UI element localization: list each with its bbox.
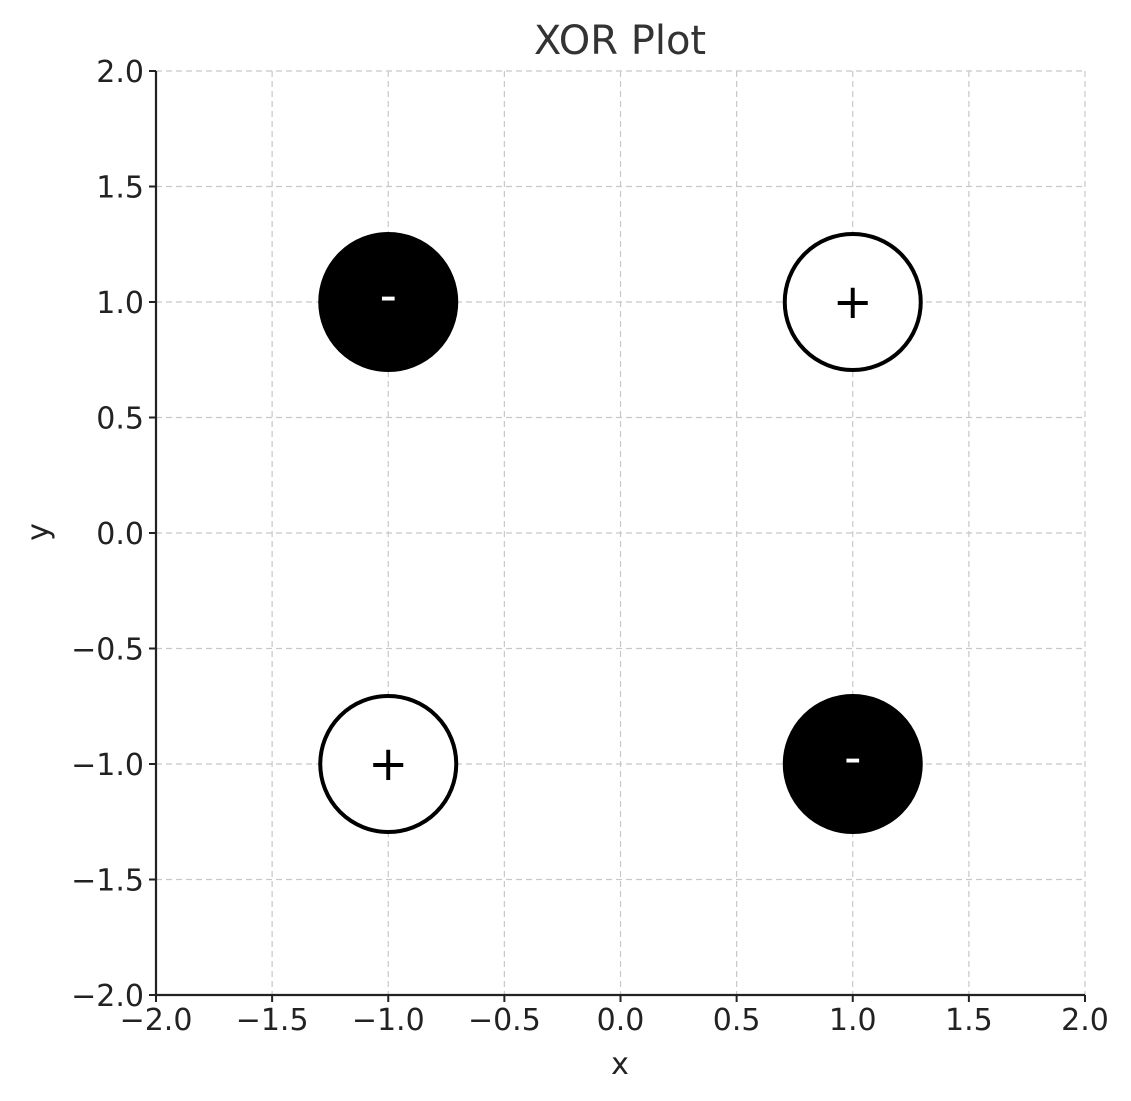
chart-title: XOR Plot — [534, 18, 706, 64]
negative-point — [782, 694, 923, 834]
x-tick-label: 1.0 — [829, 1003, 877, 1038]
x-tick-label: −0.5 — [468, 1003, 541, 1038]
x-tick-label: −1.0 — [352, 1003, 425, 1038]
x-axis-label: x — [611, 1047, 629, 1082]
point-label: - — [844, 730, 861, 786]
points: - + + - — [318, 232, 923, 834]
y-axis-label: y — [21, 523, 56, 541]
negative-point — [318, 232, 459, 372]
y-tick-label: 1.5 — [96, 171, 144, 206]
x-tick-label: 0.0 — [597, 1003, 645, 1038]
y-tick-label: 2.0 — [96, 55, 144, 90]
grid — [155, 70, 1086, 996]
ticks: −2.0 −1.5 −1.0 −0.5 0.0 0.5 1.0 1.5 2.0 2.0 1.5 1.0… — [71, 55, 1109, 1038]
y-tick-label: −1.5 — [71, 864, 144, 899]
point-label: + — [833, 274, 873, 330]
y-tick-label: −1.0 — [71, 748, 144, 783]
point-label: + — [368, 736, 408, 792]
x-tick-label: 1.5 — [945, 1003, 993, 1038]
y-tick-label: 1.0 — [96, 286, 144, 321]
y-tick-label: 0.0 — [96, 517, 144, 552]
y-tick-label: −2.0 — [71, 979, 144, 1014]
positive-point — [782, 232, 923, 372]
y-tick-label: −0.5 — [71, 633, 144, 668]
x-tick-label: −1.5 — [236, 1003, 309, 1038]
positive-point — [318, 694, 459, 834]
x-tick-label: 2.0 — [1061, 1003, 1109, 1038]
x-tick-label: −2.0 — [120, 1003, 193, 1038]
y-tick-label: 0.5 — [96, 402, 144, 437]
x-tick-label: 0.5 — [713, 1003, 761, 1038]
point-label: - — [380, 268, 397, 324]
